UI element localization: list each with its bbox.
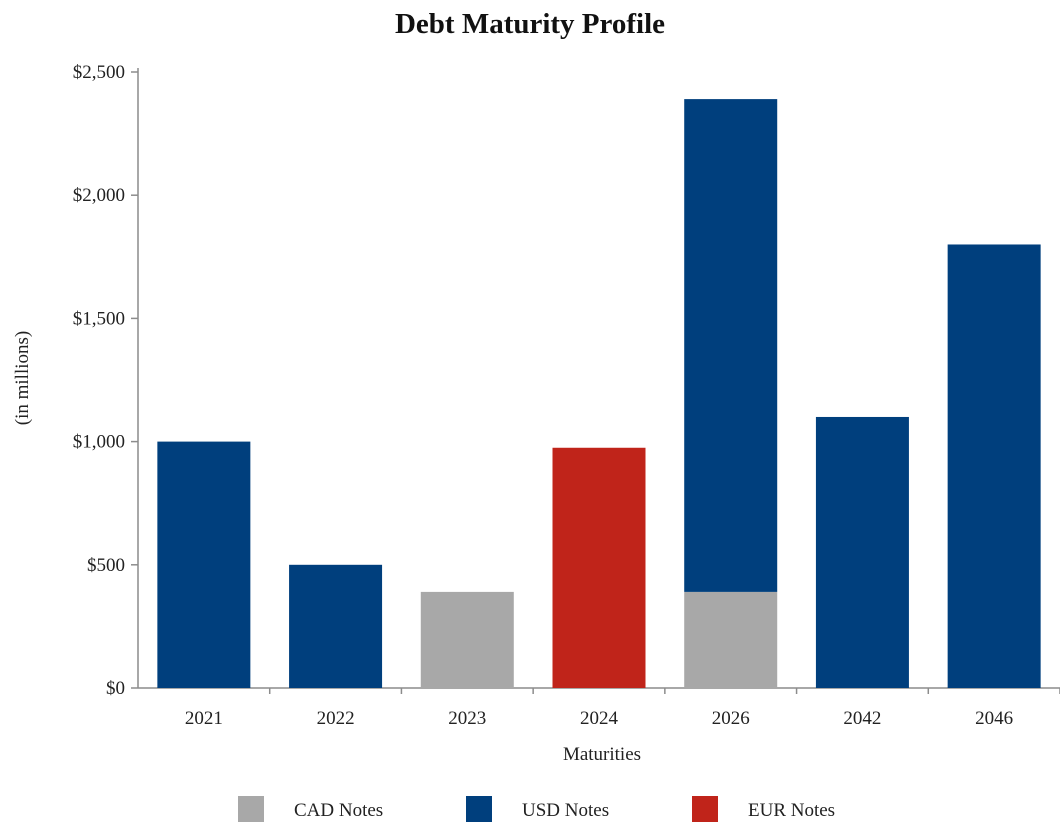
y-axis-label: (in millions) (12, 331, 33, 425)
bar-cad-notes-2026 (684, 591, 778, 688)
chart-title: Debt Maturity Profile (395, 8, 665, 40)
x-tick-label: 2023 (448, 708, 486, 729)
y-tick-label: $2,000 (73, 185, 125, 206)
y-tick-label: $2,500 (73, 62, 125, 83)
bar-usd-notes-2022 (289, 564, 383, 688)
x-tick-label: 2046 (975, 708, 1013, 729)
y-tick-label: $1,500 (73, 308, 125, 329)
x-tick-label: 2026 (712, 708, 750, 729)
x-tick-label: 2021 (185, 708, 223, 729)
y-tick-label: $500 (87, 555, 125, 576)
x-axis-label: Maturities (563, 744, 641, 765)
y-tick-label: $1,000 (73, 432, 125, 453)
bar-eur-notes-2024 (552, 447, 646, 688)
bar-cad-notes-2023 (420, 591, 514, 688)
bar-usd-notes-2021 (157, 441, 251, 688)
x-axis: 2021 2022 2023 2024 2026 2042 2046 (138, 687, 1060, 729)
bar-usd-notes-2042 (815, 416, 909, 688)
y-axis: $0 $500 $1,000 $1,500 $2,000 $2,500 (73, 62, 139, 699)
y-tick-label: $0 (106, 678, 125, 699)
x-tick-label: 2022 (317, 708, 355, 729)
x-tick-label: 2024 (580, 708, 619, 729)
x-tick-label: 2042 (843, 708, 881, 729)
legend-swatch-eur-notes (692, 796, 718, 822)
legend-swatch-usd-notes (466, 796, 492, 822)
legend: CAD Notes USD Notes EUR Notes (238, 796, 835, 822)
bar-usd-notes-2046 (947, 244, 1041, 689)
legend-swatch-cad-notes (238, 796, 264, 822)
legend-label: EUR Notes (748, 800, 835, 821)
bar-usd-notes-2026 (684, 99, 778, 592)
bars (157, 99, 1041, 689)
legend-label: USD Notes (522, 800, 609, 821)
legend-label: CAD Notes (294, 800, 383, 821)
